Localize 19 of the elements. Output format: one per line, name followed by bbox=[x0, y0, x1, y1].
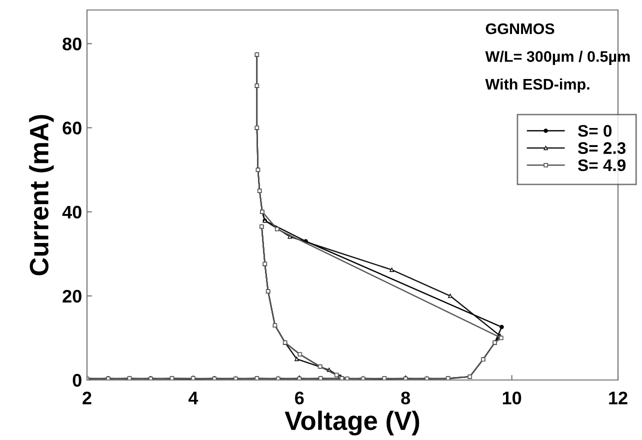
annotation: With ESD-imp. bbox=[485, 78, 590, 93]
x-tick-label: 8 bbox=[401, 392, 410, 404]
annotation: GGNMOS bbox=[486, 23, 554, 34]
y-axis-title: Current (mA) bbox=[29, 114, 54, 276]
y-tick-label: 20 bbox=[62, 290, 82, 303]
x-tick-label: 4 bbox=[188, 392, 198, 404]
x-tick-label: 6 bbox=[295, 392, 304, 404]
annotation: W/L= 300µm / 0.5µm bbox=[485, 50, 630, 65]
y-tick-label: 40 bbox=[62, 206, 82, 219]
y-tick-label: 60 bbox=[62, 122, 82, 134]
y-tick-label: 80 bbox=[62, 38, 82, 50]
x-tick-label: 10 bbox=[502, 392, 522, 404]
x-axis-title: Voltage (V) bbox=[284, 410, 420, 436]
x-tick-label: 2 bbox=[82, 392, 92, 404]
y-tick-label: 0 bbox=[72, 374, 82, 387]
legend-label: S= 2.3 bbox=[578, 142, 626, 154]
x-tick-label: 12 bbox=[609, 392, 628, 404]
legend-label: S= 4.9 bbox=[578, 159, 626, 172]
legend-label: S= 0 bbox=[578, 124, 612, 137]
